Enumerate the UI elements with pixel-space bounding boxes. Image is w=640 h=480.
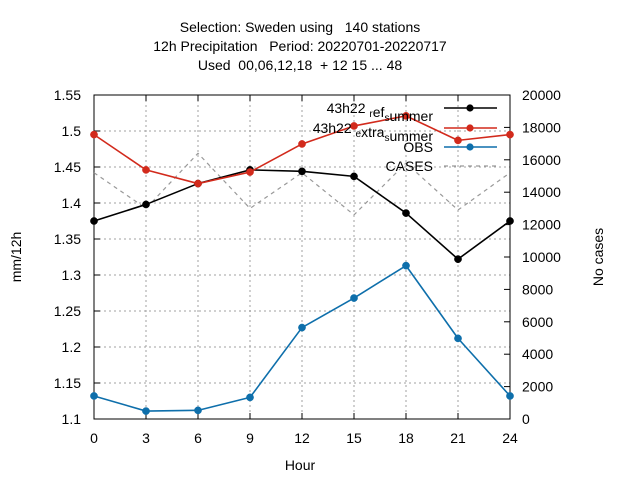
legend-label: OBS [403, 139, 433, 155]
data-point-obs [142, 407, 150, 415]
data-point-43h22-extra-summer [90, 130, 98, 139]
y2-tick-label: 4000 [522, 346, 553, 362]
x-tick-label: 15 [346, 430, 362, 446]
legend-marker [466, 143, 474, 151]
data-point-43h22-ref-summer [142, 200, 150, 209]
data-point-43h22-ref-summer [402, 209, 410, 217]
x-tick-label: 0 [90, 430, 98, 446]
plot-frame [93, 94, 511, 420]
y-tick-label: 1.55 [54, 87, 81, 103]
data-point-43h22-ref-summer [350, 172, 358, 181]
data-point-43h22-extra-summer [142, 166, 150, 174]
data-point-43h22-extra-summer [454, 136, 462, 145]
y-tick-label: 1.5 [62, 123, 82, 139]
y2-tick-label: 18000 [522, 119, 561, 135]
legend-entry-obs: OBS [403, 139, 497, 155]
data-point-43h22-extra-summer [298, 140, 306, 148]
data-point-43h22-extra-summer [350, 122, 358, 130]
x-tick-label: 6 [194, 430, 202, 446]
y-tick-label: 1.15 [54, 375, 81, 391]
y-tick-label: 1.25 [54, 303, 81, 319]
y2-tick-label: 14000 [522, 184, 561, 200]
series-layer [90, 112, 514, 415]
y2-tick-label: 10000 [522, 249, 561, 265]
y-tick-label: 1.35 [54, 231, 81, 247]
y2-tick-label: 12000 [522, 217, 561, 233]
grid [94, 95, 510, 419]
title-line-2: 12h Precipitation Period: 20220701-20220… [153, 38, 447, 54]
data-point-43h22-extra-summer [194, 179, 202, 188]
x-tick-label: 21 [450, 430, 466, 446]
data-point-obs [454, 334, 462, 343]
data-point-obs [402, 261, 410, 270]
chart-title: Selection: Sweden using 140 stations 12h… [153, 19, 447, 73]
y-tick-label: 1.3 [62, 267, 82, 283]
series-line-obs [93, 264, 511, 412]
data-point-obs [298, 323, 306, 332]
y2-tick-label: 0 [522, 411, 530, 427]
y2-tick-label: 8000 [522, 281, 553, 297]
x-tick-label: 24 [502, 430, 518, 446]
y-axis-label: mm/12h [8, 232, 24, 283]
axes: 0 3 6 9 12 15 18 21 24 1.1 1.15 1.2 1.25 1.3 1.35 1.4 1.… [54, 87, 561, 446]
legend-label: CASES [386, 158, 433, 174]
data-point-obs [506, 392, 514, 400]
title-line-3: Used 00,06,12,18 + 12 15 ... 48 [198, 57, 403, 73]
y2-tick-label: 2000 [522, 379, 553, 395]
x-tick-label: 3 [142, 430, 150, 446]
data-point-43h22-extra-summer [246, 168, 254, 176]
title-line-1: Selection: Sweden using 140 stations [180, 19, 421, 35]
data-point-43h22-extra-summer [402, 112, 410, 120]
y-tick-label: 1.1 [62, 411, 82, 427]
legend-marker [466, 124, 474, 132]
y-tick-label: 1.45 [54, 159, 81, 175]
y-tick-label: 1.4 [62, 195, 82, 211]
x-tick-label: 18 [398, 430, 414, 446]
legend-entry-43h22-extra-summer: 43h22 extrasummer [313, 120, 497, 144]
legend-marker [466, 104, 474, 112]
legend-label: 43h22 extrasummer [313, 120, 434, 144]
x-tick-label: 9 [246, 430, 254, 446]
data-point-43h22-extra-summer [506, 130, 514, 139]
legend-label: 43h22 refsummer [327, 100, 434, 124]
x-axis-label: Hour [285, 457, 316, 473]
data-point-43h22-ref-summer [90, 217, 98, 225]
data-point-obs [350, 294, 358, 302]
y2-tick-label: 6000 [522, 314, 553, 330]
x-tick-label: 12 [294, 430, 310, 446]
y2-tick-label: 20000 [522, 87, 561, 103]
y2-axis-label: No cases [590, 228, 606, 286]
data-point-obs [90, 392, 98, 400]
data-point-43h22-ref-summer [454, 255, 462, 264]
y2-tick-label: 16000 [522, 152, 561, 168]
data-point-obs [246, 393, 254, 402]
data-point-obs [194, 406, 202, 415]
y-tick-label: 1.2 [62, 339, 82, 355]
legend-entry-cases: CASES [386, 158, 497, 174]
data-point-43h22-ref-summer [298, 167, 306, 176]
series-line-cases [93, 152, 511, 216]
data-point-43h22-ref-summer [506, 217, 514, 225]
legend-entry-43h22-ref-summer: 43h22 refsummer [327, 100, 497, 124]
